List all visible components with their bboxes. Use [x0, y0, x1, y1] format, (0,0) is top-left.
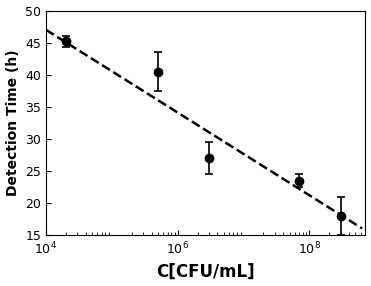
X-axis label: C[CFU/mL]: C[CFU/mL]	[157, 263, 255, 281]
Y-axis label: Detection Time (h): Detection Time (h)	[6, 50, 20, 196]
